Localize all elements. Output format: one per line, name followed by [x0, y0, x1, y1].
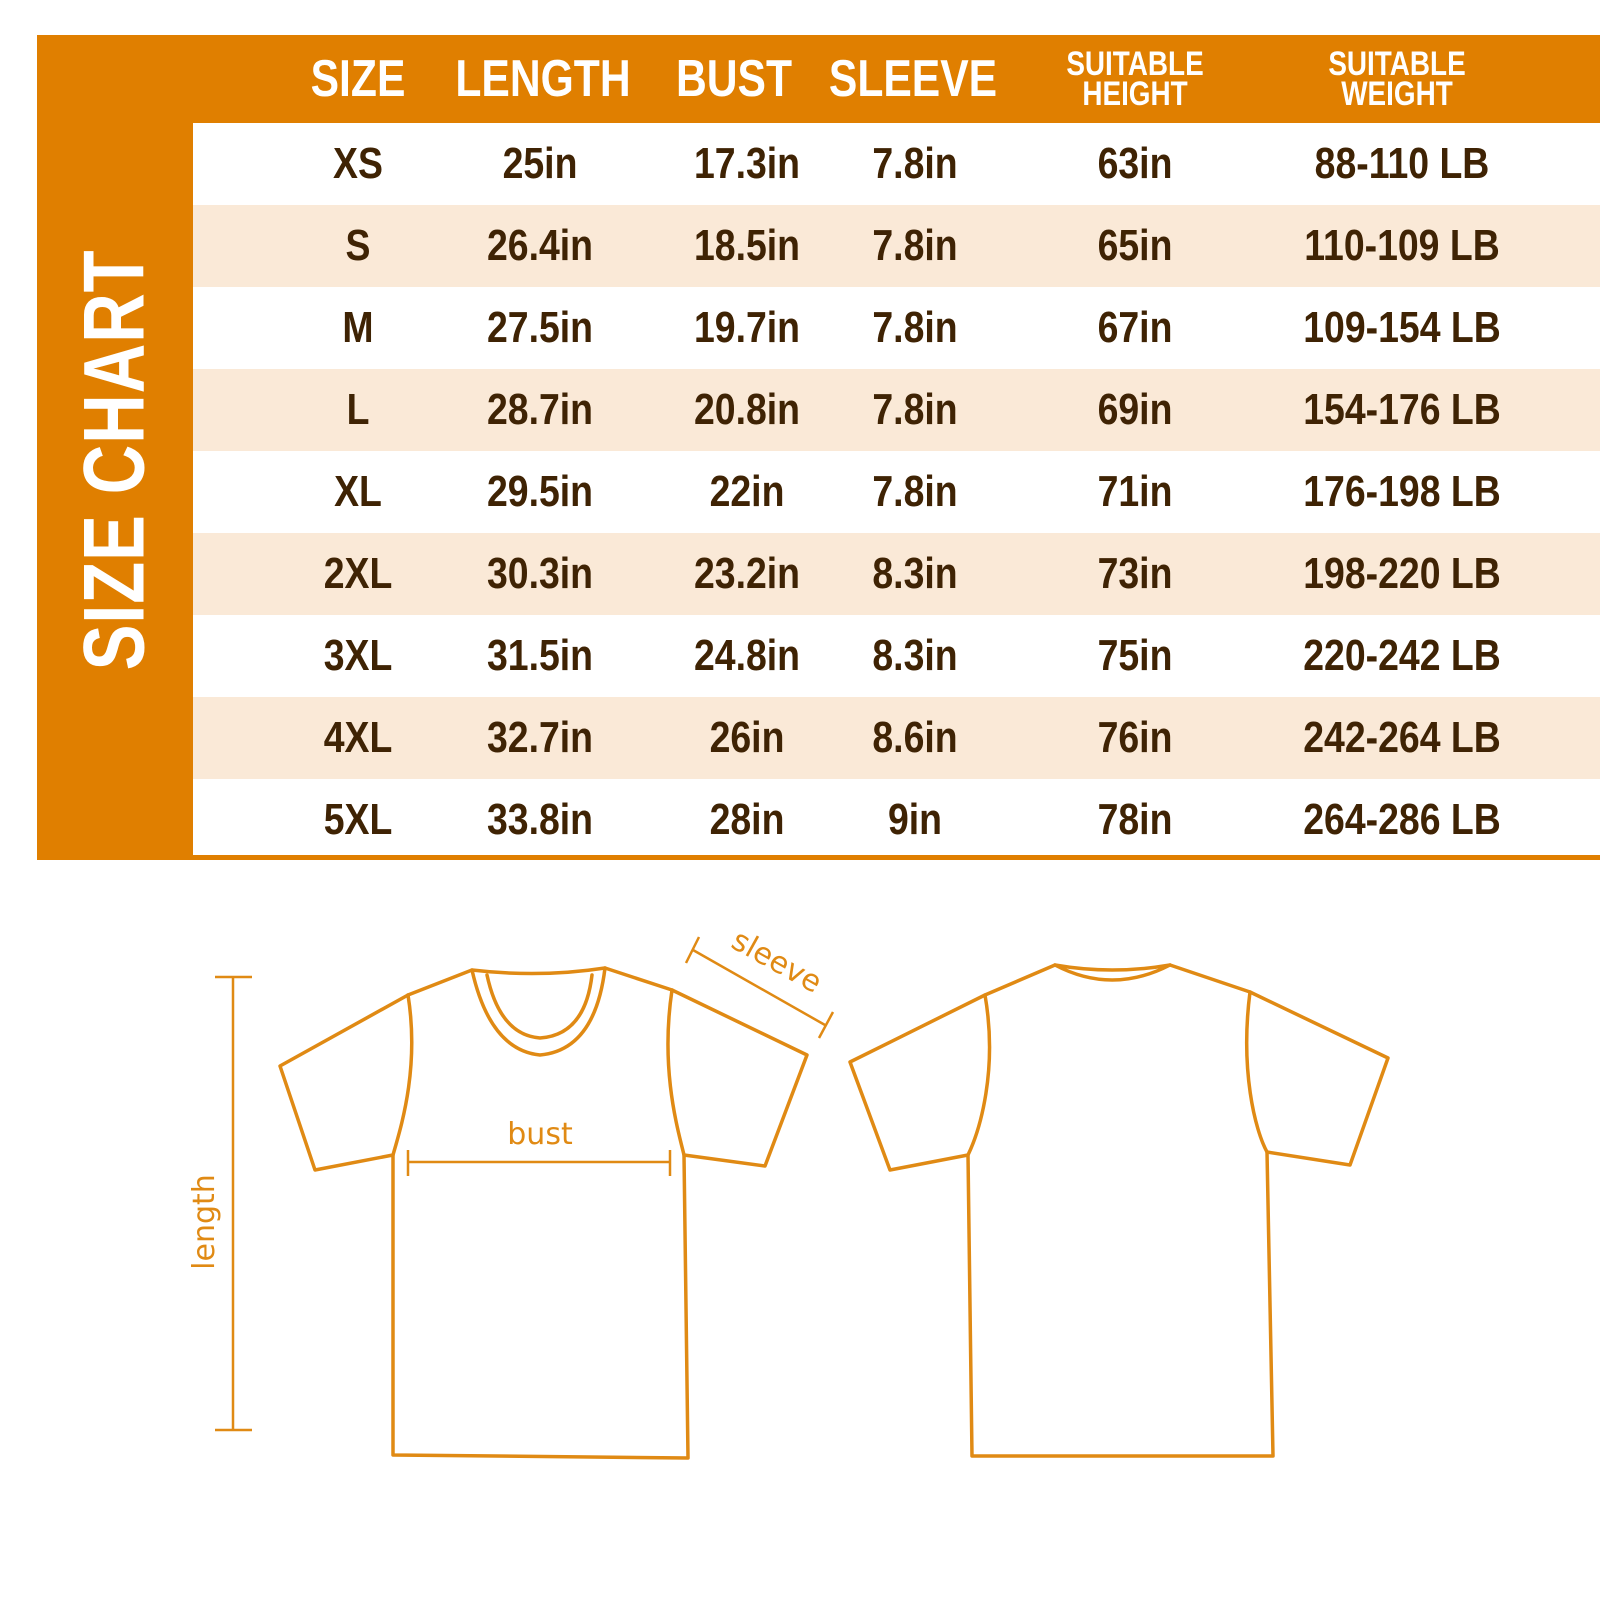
- cell-weight: 154-176 LB: [1303, 385, 1501, 434]
- table-row: XL 29.5in 22in 7.8in 71in 176-198 LB: [193, 451, 1600, 533]
- cell-sleeve: 8.6in: [872, 713, 958, 762]
- cell-length: 33.8in: [486, 795, 594, 844]
- table-row: M 27.5in 19.7in 7.8in 67in 109-154 LB: [193, 287, 1600, 369]
- cell-length: 26.4in: [486, 221, 594, 270]
- sleeve-measure-line: [684, 936, 835, 1039]
- cell-weight: 109-154 LB: [1303, 303, 1501, 352]
- table-header: SIZE LENGTH BUST SLEEVE SUITABLE HEIGHT …: [193, 35, 1600, 123]
- cell-size: 2XL: [323, 549, 393, 598]
- cell-weight: 198-220 LB: [1303, 549, 1501, 598]
- header-suitable-weight: SUITABLE WEIGHT: [1328, 35, 1465, 123]
- cell-length: 25in: [502, 139, 578, 188]
- cell-height: 69in: [1097, 385, 1173, 434]
- cell-sleeve: 8.3in: [872, 549, 958, 598]
- cell-sleeve: 7.8in: [872, 467, 958, 516]
- table-row: S 26.4in 18.5in 7.8in 65in 110-109 LB: [193, 205, 1600, 287]
- cell-bust: 22in: [709, 467, 785, 516]
- size-chart-sidebar: [37, 35, 193, 860]
- cell-height: 71in: [1097, 467, 1173, 516]
- table-row: 4XL 32.7in 26in 8.6in 76in 242-264 LB: [193, 697, 1600, 779]
- back-armholes: [966, 990, 1269, 1157]
- cell-weight: 220-242 LB: [1303, 631, 1501, 680]
- back-tshirt-outline: [848, 963, 1390, 1458]
- header-line: HEIGHT: [1082, 75, 1188, 113]
- table-row: 3XL 31.5in 24.8in 8.3in 75in 220-242 LB: [193, 615, 1600, 697]
- cell-sleeve: 8.3in: [872, 631, 958, 680]
- cell-height: 67in: [1097, 303, 1173, 352]
- header-length: LENGTH: [455, 50, 631, 108]
- cell-size: L: [346, 385, 370, 434]
- cell-length: 31.5in: [486, 631, 594, 680]
- cell-sleeve: 7.8in: [872, 221, 958, 270]
- cell-bust: 18.5in: [693, 221, 801, 270]
- cell-size: M: [342, 303, 374, 352]
- cell-bust: 23.2in: [693, 549, 801, 598]
- cell-bust: 26in: [709, 713, 785, 762]
- table-row: 5XL 33.8in 28in 9in 78in 264-286 LB: [193, 779, 1600, 861]
- cell-sleeve: 9in: [887, 795, 943, 844]
- cell-bust: 17.3in: [693, 139, 801, 188]
- cell-height: 73in: [1097, 549, 1173, 598]
- header-bust: BUST: [675, 50, 793, 108]
- table-row: L 28.7in 20.8in 7.8in 69in 154-176 LB: [193, 369, 1600, 451]
- cell-sleeve: 7.8in: [872, 139, 958, 188]
- cell-bust: 20.8in: [693, 385, 801, 434]
- cell-size: 4XL: [323, 713, 393, 762]
- table-bottom-border: [193, 855, 1600, 860]
- header-suitable-height: SUITABLE HEIGHT: [1066, 35, 1203, 123]
- cell-height: 75in: [1097, 631, 1173, 680]
- front-collar: [470, 966, 607, 1057]
- table-body: XS 25in 17.3in 7.8in 63in 88-110 LB S 26.4in 18.…: [193, 123, 1600, 861]
- cell-sleeve: 7.8in: [872, 303, 958, 352]
- front-armholes: [391, 988, 686, 1157]
- cell-sleeve: 7.8in: [872, 385, 958, 434]
- header-line: SUITABLE: [1328, 45, 1466, 83]
- bust-label: bust: [507, 1117, 573, 1152]
- cell-bust: 24.8in: [693, 631, 801, 680]
- table-row: XS 25in 17.3in 7.8in 63in 88-110 LB: [193, 123, 1600, 205]
- cell-length: 28.7in: [486, 385, 594, 434]
- cell-weight: 264-286 LB: [1303, 795, 1501, 844]
- cell-length: 27.5in: [486, 303, 594, 352]
- header-line: SUITABLE: [1066, 45, 1204, 83]
- back-collar: [1053, 963, 1172, 982]
- cell-size: XL: [334, 467, 382, 516]
- table-row: 2XL 30.3in 23.2in 8.3in 73in 198-220 LB: [193, 533, 1600, 615]
- cell-height: 78in: [1097, 795, 1173, 844]
- cell-length: 29.5in: [486, 467, 594, 516]
- cell-length: 32.7in: [486, 713, 594, 762]
- cell-weight: 176-198 LB: [1303, 467, 1501, 516]
- cell-weight: 110-109 LB: [1304, 221, 1500, 270]
- header-line: WEIGHT: [1341, 75, 1453, 113]
- cell-bust: 28in: [709, 795, 785, 844]
- cell-size: 3XL: [323, 631, 393, 680]
- cell-size: 5XL: [323, 795, 393, 844]
- cell-size: XS: [333, 139, 383, 188]
- cell-height: 63in: [1097, 139, 1173, 188]
- cell-height: 76in: [1097, 713, 1173, 762]
- bust-measure-line: [406, 1150, 672, 1176]
- front-tshirt-outline: [278, 966, 809, 1460]
- header-size: SIZE: [310, 50, 406, 108]
- cell-weight: 88-110 LB: [1314, 139, 1490, 188]
- cell-height: 65in: [1097, 221, 1173, 270]
- cell-size: S: [345, 221, 371, 270]
- sleeve-label: sleeve: [726, 923, 828, 1001]
- cell-bust: 19.7in: [693, 303, 801, 352]
- cell-length: 30.3in: [486, 549, 594, 598]
- length-label: length: [187, 1174, 222, 1270]
- cell-weight: 242-264 LB: [1303, 713, 1501, 762]
- header-sleeve: SLEEVE: [828, 50, 998, 108]
- length-measure-line: [215, 975, 252, 1432]
